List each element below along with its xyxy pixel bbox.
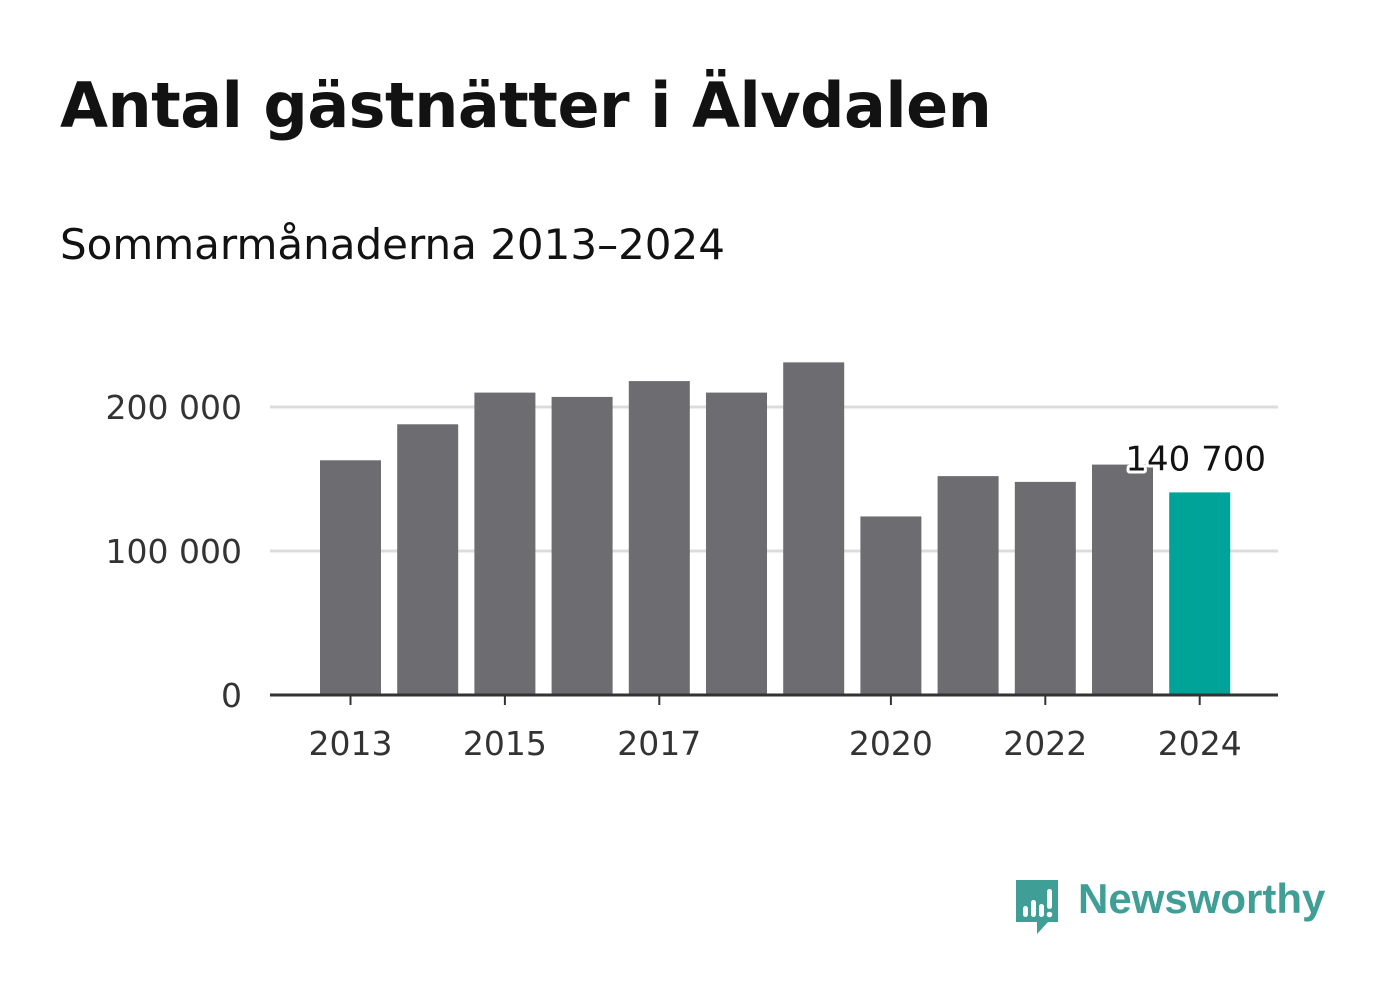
chart-subtitle: Sommarmånaderna 2013–2024 (60, 220, 725, 269)
x-tick-label: 2020 (849, 724, 933, 763)
bar-2013 (320, 460, 381, 695)
bar-2018 (706, 392, 767, 695)
bar-2015 (474, 392, 536, 695)
x-tick-label: 2015 (463, 724, 547, 763)
bar-2019 (783, 362, 845, 695)
newsworthy-brand: Newsworthy (1012, 876, 1325, 940)
brand-name: Newsworthy (1078, 875, 1326, 922)
bar-2023 (1092, 464, 1153, 695)
bar-2016 (551, 396, 613, 695)
bar-2022 (1014, 481, 1076, 695)
chart-title: Antal gästnätter i Älvdalen (60, 69, 992, 142)
newsworthy-bar-chart-logo-icon (1016, 880, 1058, 934)
bar-2021 (937, 476, 999, 695)
bars (320, 362, 1231, 695)
bar-2024 (1169, 492, 1231, 695)
x-tick-label: 2024 (1158, 724, 1242, 763)
bar-2014 (397, 424, 459, 695)
bar-2020 (860, 516, 922, 695)
x-tick-label: 2017 (617, 724, 701, 763)
y-tick-label: 0 (221, 676, 242, 715)
bar-2017 (628, 381, 690, 695)
y-tick-label: 100 000 (106, 532, 242, 571)
axes: 0 100 000 200 000 2013 2015 2017 2020 2022 2024 (106, 388, 1278, 763)
x-tick-label: 2013 (309, 724, 393, 763)
x-tick-label: 2022 (1003, 724, 1087, 763)
y-tick-label: 200 000 (106, 388, 242, 427)
highlight-value-label: 140 700 (1125, 439, 1266, 479)
data-labels: 140 700 (1122, 436, 1269, 482)
